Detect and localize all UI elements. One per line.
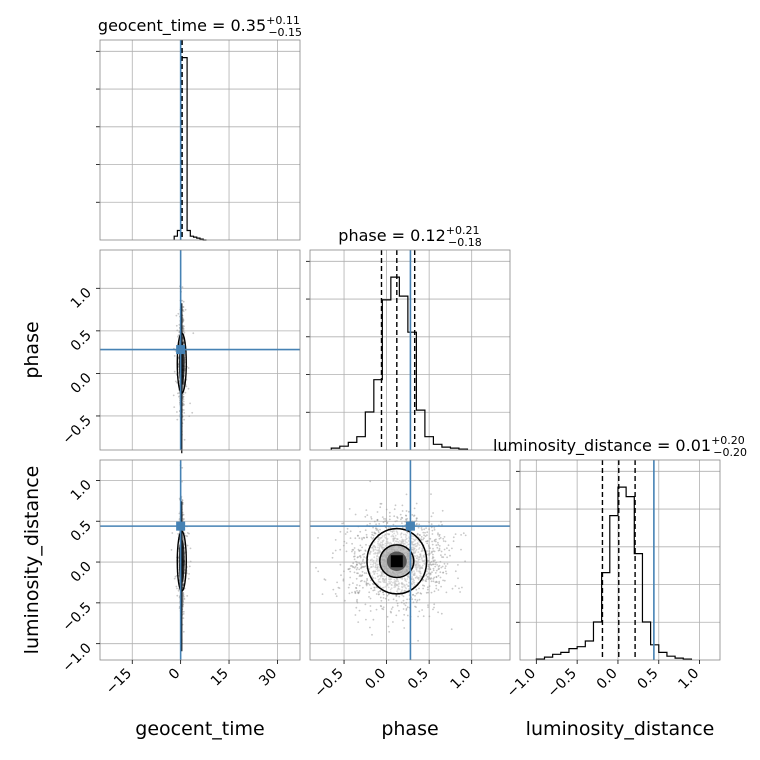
frame-geocent_time-phase <box>99 249 301 451</box>
ytick-label-phase-1: 0.0 <box>68 370 95 397</box>
title-value-phase: phase = 0.12 <box>338 226 445 245</box>
title-lower-error-geocent_time: −0.15 <box>268 26 302 39</box>
title-phase: phase = 0.12+0.21 −0.18 <box>338 224 481 249</box>
title-geocent_time: geocent_time = 0.35+0.11 −0.15 <box>98 14 302 39</box>
histogram-geocent_time <box>173 57 207 241</box>
hist-panel-phase <box>306 249 511 451</box>
labels-layer: geocent_time = 0.35+0.11 −0.15 phase = 0.1… <box>21 14 747 740</box>
frame-phase <box>309 249 511 451</box>
xtick-label-luminosity_distance-2: 0.0 <box>594 666 621 693</box>
xtick-label-luminosity_distance-1: −0.5 <box>545 666 580 701</box>
title-value-geocent_time: geocent_time = 0.35 <box>98 16 266 36</box>
histogram-phase <box>330 276 469 450</box>
xtick-label-phase-0: −0.5 <box>312 666 347 701</box>
title-lower-error-phase: −0.18 <box>448 236 482 249</box>
ylabel-phase: phase <box>21 321 43 378</box>
hist-panel-luminosity_distance <box>516 459 721 661</box>
truth-marker-geocent_time-luminosity_distance <box>176 521 186 531</box>
ytick-label-luminosity_distance-3: 0.5 <box>68 518 95 545</box>
title-luminosity_distance: luminosity_distance = 0.01+0.20 −0.20 <box>493 434 747 459</box>
panels-layer <box>96 39 721 661</box>
truth-marker-geocent_time-phase <box>176 345 186 355</box>
histogram-luminosity_distance <box>535 486 693 660</box>
ytick-label-phase-0: −0.5 <box>59 412 94 447</box>
density-peak-phase-luminosity_distance <box>390 555 403 568</box>
ytick-label-luminosity_distance-4: 1.0 <box>68 477 95 504</box>
title-upper-error-geocent_time: +0.11 <box>266 14 300 27</box>
xtick-label-geocent_time-0: −15 <box>103 666 135 698</box>
ytick-label-luminosity_distance-0: −1.0 <box>59 640 94 675</box>
frame-luminosity_distance <box>519 459 721 661</box>
ytick-label-luminosity_distance-2: 0.0 <box>68 559 95 586</box>
xtick-label-luminosity_distance-0: −1.0 <box>504 666 539 701</box>
frame-geocent_time <box>99 39 301 241</box>
panel-geocent_time-phase <box>99 249 301 454</box>
frame-phase-luminosity_distance <box>309 459 511 661</box>
title-upper-error-phase: +0.21 <box>446 224 480 237</box>
title-text-geocent_time: geocent_time = 0.35+0.11 −0.15 <box>98 14 302 39</box>
xtick-label-geocent_time-2: 15 <box>208 666 232 690</box>
title-upper-error-luminosity_distance: +0.20 <box>711 434 745 447</box>
ytick-label-phase-3: 1.0 <box>68 285 95 312</box>
xlabel-phase: phase <box>381 718 438 740</box>
title-text-phase: phase = 0.12+0.21 −0.18 <box>338 224 481 249</box>
xlabel-luminosity_distance: luminosity_distance <box>526 718 715 740</box>
panel-phase-luminosity_distance <box>309 459 511 661</box>
xtick-label-phase-3: 1.0 <box>447 666 474 693</box>
panel-geocent_time-luminosity_distance <box>99 459 301 661</box>
ytick-label-luminosity_distance-1: −0.5 <box>59 599 94 634</box>
xtick-label-luminosity_distance-4: 1.0 <box>675 666 702 693</box>
xtick-label-phase-1: 0.0 <box>362 666 389 693</box>
xtick-label-geocent_time-1: 0 <box>166 666 184 684</box>
truth-marker-phase-luminosity_distance <box>405 521 415 531</box>
ytick-label-phase-2: 0.5 <box>68 327 95 354</box>
hist-panel-geocent_time <box>96 39 301 241</box>
title-text-luminosity_distance: luminosity_distance = 0.01+0.20 −0.20 <box>493 434 747 459</box>
xtick-label-luminosity_distance-3: 0.5 <box>635 666 662 693</box>
title-lower-error-luminosity_distance: −0.20 <box>713 446 747 459</box>
title-value-luminosity_distance: luminosity_distance = 0.01 <box>493 436 711 456</box>
ylabel-luminosity_distance: luminosity_distance <box>21 466 43 655</box>
xtick-label-phase-2: 0.5 <box>405 666 432 693</box>
xlabel-geocent_time: geocent_time <box>135 718 264 740</box>
frame-geocent_time-luminosity_distance <box>99 459 301 661</box>
xtick-label-geocent_time-3: 30 <box>256 666 280 690</box>
